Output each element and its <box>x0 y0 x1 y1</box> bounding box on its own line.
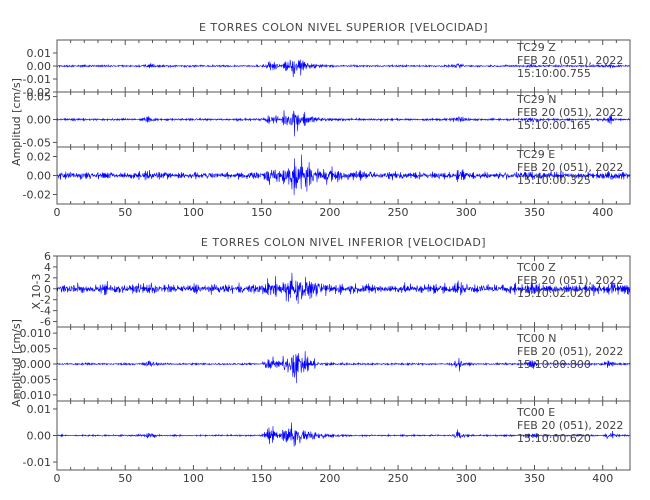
x-tick-label: 300 <box>456 472 477 485</box>
x-tick-label: 50 <box>118 206 132 219</box>
y-tick-label: -0.01 <box>23 456 51 469</box>
y-tick-label: -6 <box>40 316 51 329</box>
y-tick-label: 2 <box>44 272 51 285</box>
y-tick-label: -0.02 <box>23 189 51 202</box>
record-date: FEB 20 (051), 2022 <box>517 54 623 67</box>
y-tick-label: -0.005 <box>16 373 51 386</box>
x-tick-label: 100 <box>183 206 204 219</box>
chart-title: E TORRES COLON NIVEL INFERIOR [VELOCIDAD… <box>201 236 486 249</box>
station-component-label: TC29 Z <box>516 41 556 54</box>
record-time: 15:10:00.620 <box>517 432 591 445</box>
y-tick-label: 0.05 <box>27 91 52 104</box>
y-tick-label: -0.05 <box>23 136 51 149</box>
y-tick-label: 0.01 <box>27 403 52 416</box>
y-tick-label: 4 <box>44 261 51 274</box>
record-date: FEB 20 (051), 2022 <box>517 419 623 432</box>
station-component-label: TC29 N <box>516 93 556 106</box>
station-component-label: TC00 N <box>516 332 556 345</box>
y-scale-label: X 10-3 <box>30 274 43 310</box>
waveform-trace <box>56 154 631 196</box>
x-tick-label: 100 <box>183 472 204 485</box>
x-tick-label: 250 <box>388 472 409 485</box>
record-time: 15:10:00.800 <box>517 358 591 371</box>
record-time: 15:10:00.755 <box>517 67 591 80</box>
y-tick-label: 0.00 <box>27 430 52 443</box>
y-tick-label: 0.02 <box>27 151 52 164</box>
x-tick-label: 150 <box>251 206 272 219</box>
station-component-label: TC00 Z <box>516 261 556 274</box>
x-tick-label: 300 <box>456 206 477 219</box>
y-axis-label: Amplitud [cm/s] <box>10 78 23 166</box>
y-tick-label: -2 <box>40 294 51 307</box>
y-tick-label: -4 <box>40 305 51 318</box>
record-date: FEB 20 (051), 2022 <box>517 106 623 119</box>
record-date: FEB 20 (051), 2022 <box>517 161 623 174</box>
x-tick-label: 150 <box>251 472 272 485</box>
waveform-trace <box>56 351 631 384</box>
x-tick-label: 350 <box>524 472 545 485</box>
chart-title: E TORRES COLON NIVEL SUPERIOR [VELOCIDAD… <box>199 21 488 34</box>
record-time: 15:10:00.325 <box>517 174 591 187</box>
waveform-trace <box>56 272 631 304</box>
x-tick-label: 0 <box>54 472 61 485</box>
record-time: 15:10:02.020 <box>517 287 591 300</box>
y-tick-label: -0.02 <box>23 86 51 99</box>
y-axis-label: Amplitud [cm/s] <box>10 319 23 407</box>
y-tick-label: 0.00 <box>27 114 52 127</box>
x-tick-label: 250 <box>388 206 409 219</box>
x-tick-label: 200 <box>319 472 340 485</box>
y-tick-label: 0.00 <box>27 60 52 73</box>
y-tick-label: 0 <box>44 283 51 296</box>
x-tick-label: 50 <box>118 472 132 485</box>
record-time: 15:10:00.165 <box>517 119 591 132</box>
waveform-trace <box>56 422 631 447</box>
y-tick-label: 0.00 <box>27 170 52 183</box>
x-tick-label: 0 <box>54 206 61 219</box>
station-component-label: TC29 E <box>516 148 555 161</box>
x-tick-label: 350 <box>524 206 545 219</box>
waveform-trace <box>56 59 631 78</box>
y-tick-label: -0.010 <box>16 389 51 402</box>
x-tick-label: 400 <box>592 206 613 219</box>
y-tick-label: 0.000 <box>20 358 52 371</box>
y-tick-label: 0.005 <box>20 343 52 356</box>
y-tick-label: -0.01 <box>23 73 51 86</box>
station-component-label: TC00 E <box>516 406 555 419</box>
x-tick-label: 400 <box>592 472 613 485</box>
y-tick-label: 0.01 <box>27 47 52 60</box>
record-date: FEB 20 (051), 2022 <box>517 274 623 287</box>
record-date: FEB 20 (051), 2022 <box>517 345 623 358</box>
x-tick-label: 200 <box>319 206 340 219</box>
waveform-trace <box>56 110 631 137</box>
y-tick-label: 6 <box>44 250 51 263</box>
y-tick-label: 0.010 <box>20 327 52 340</box>
